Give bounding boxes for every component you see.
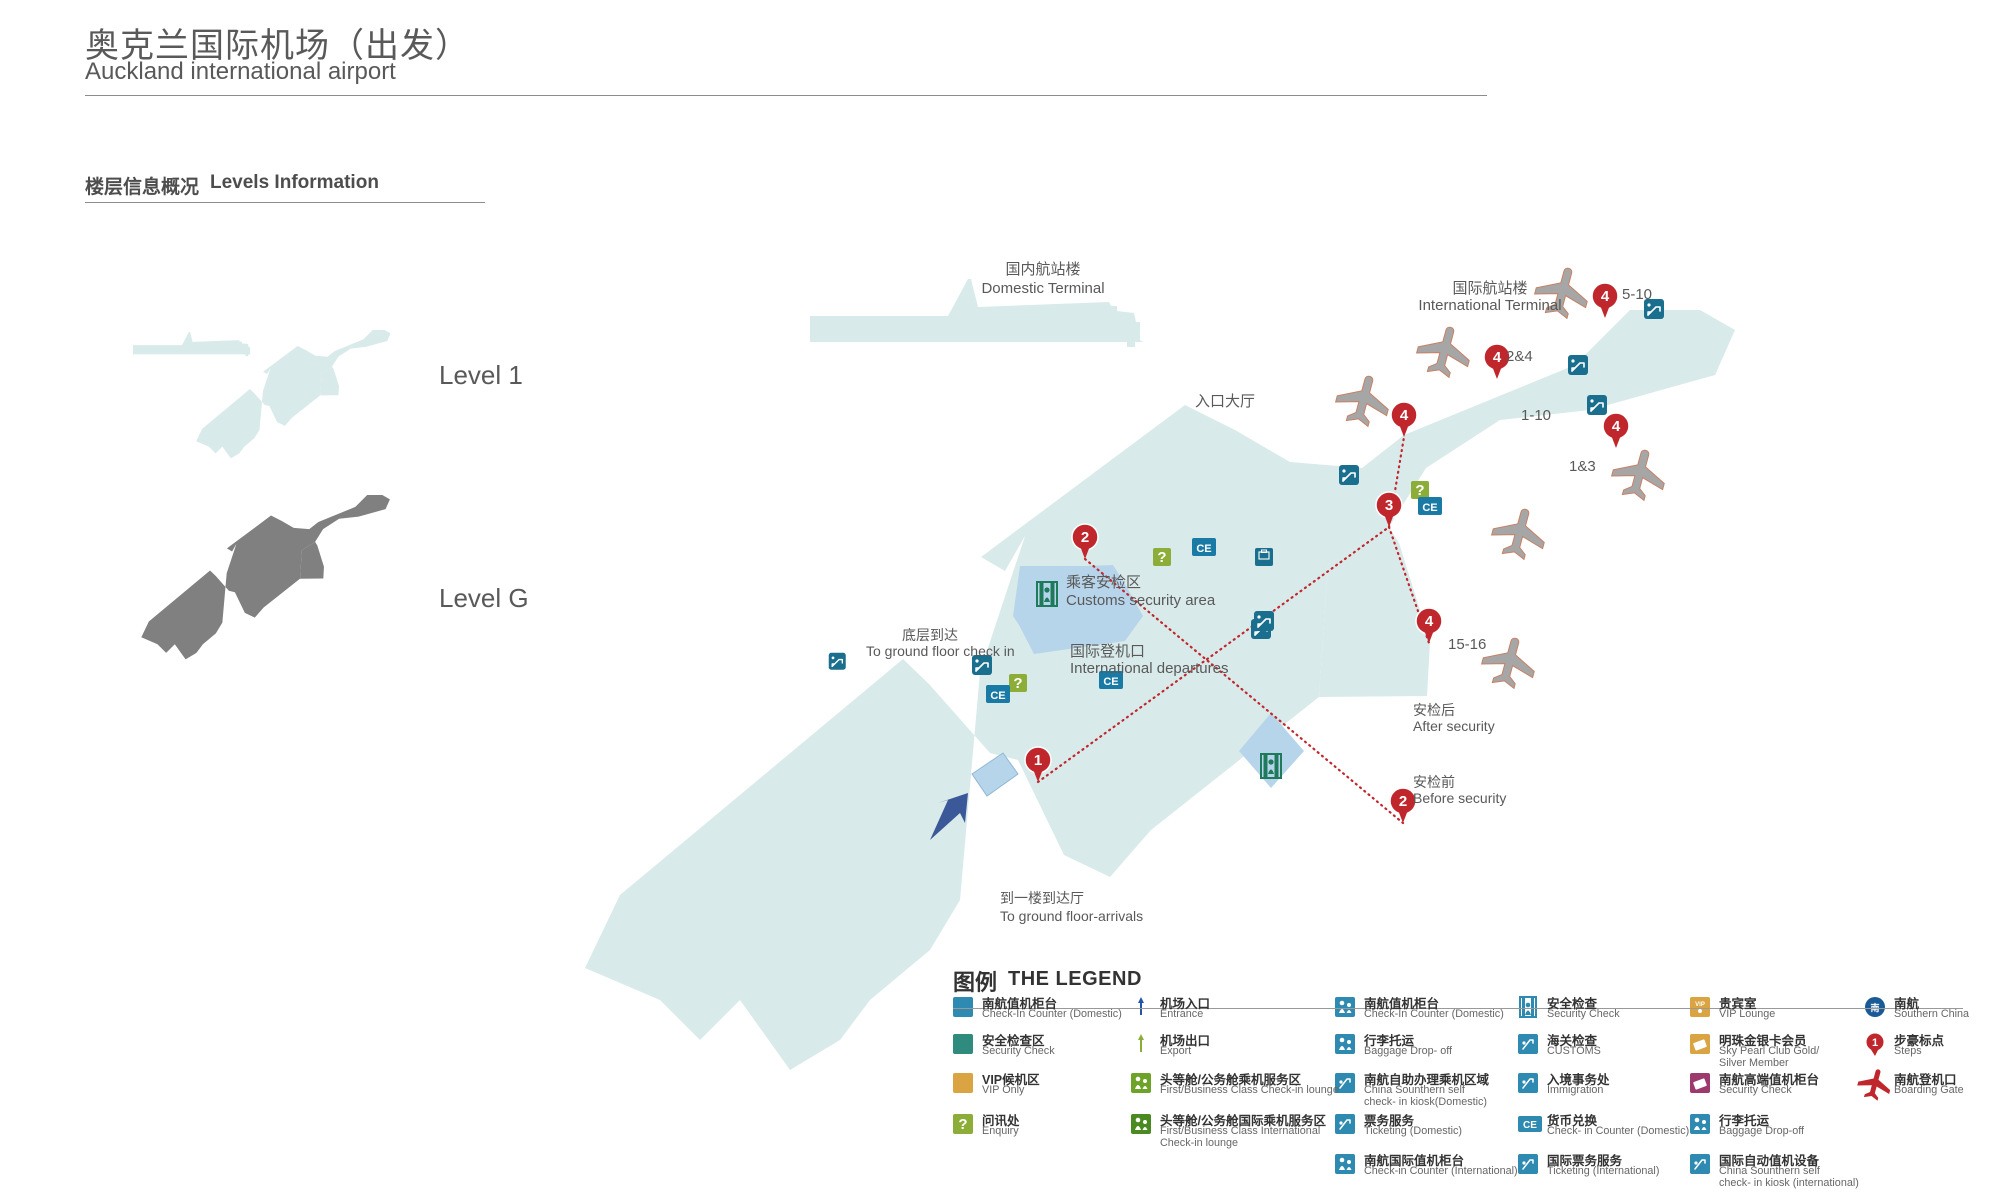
svg-text:4: 4 <box>1493 349 1502 366</box>
svg-text:4: 4 <box>1400 407 1409 424</box>
svg-text:1: 1 <box>1034 752 1042 769</box>
svg-text:1: 1 <box>1872 1037 1878 1049</box>
svg-text:3: 3 <box>1385 497 1393 514</box>
svg-text:CE: CE <box>1523 1120 1537 1131</box>
svg-text:4: 4 <box>1612 418 1621 435</box>
svg-text:2: 2 <box>1399 793 1407 810</box>
svg-text:?: ? <box>958 1116 967 1133</box>
svg-text:2: 2 <box>1081 529 1089 546</box>
svg-text:4: 4 <box>1425 613 1434 630</box>
